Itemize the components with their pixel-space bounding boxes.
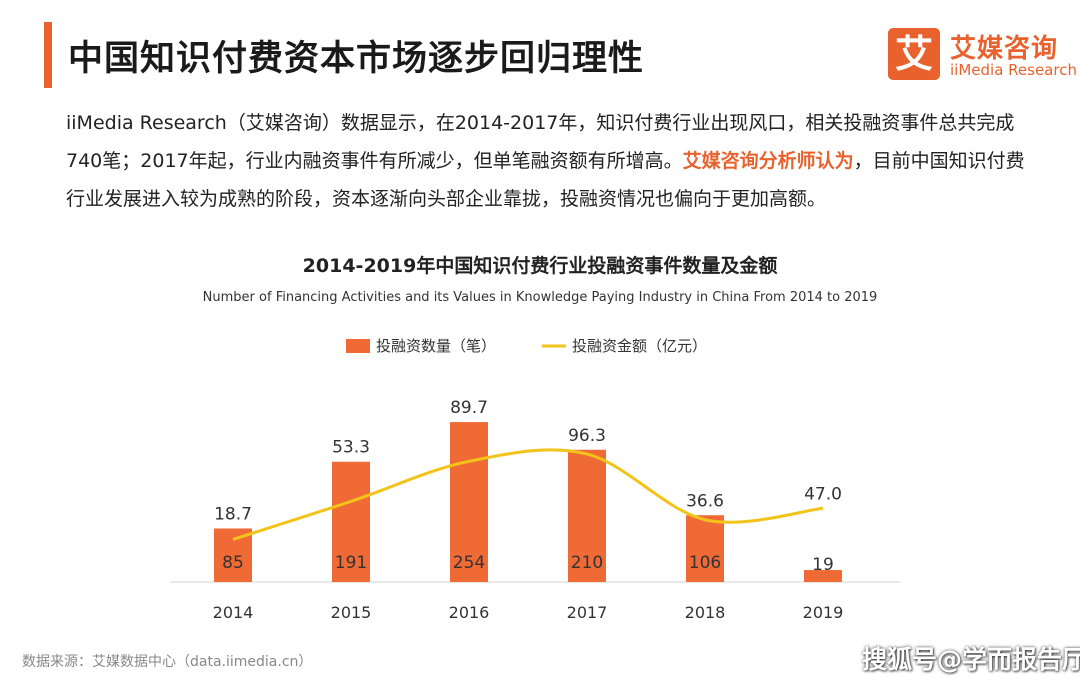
bar-value-label: 106 (689, 553, 721, 573)
bar-value-label: 85 (222, 553, 244, 573)
x-tick-label: 2014 (213, 603, 254, 622)
bar-value-label: 191 (335, 553, 367, 573)
watermark: 搜狐号@学而报告厅 (862, 645, 1080, 674)
bar (450, 422, 488, 582)
line-value-label: 96.3 (568, 426, 606, 446)
intro-paragraph: iiMedia Research（艾媒咨询）数据显示，在2014-2017年，知… (66, 104, 1026, 218)
legend-bar-label: 投融资数量（笔） (376, 337, 496, 355)
legend-line-label: 投融资金额（亿元） (572, 337, 707, 355)
paragraph-text-2: ，目前中国知识付费行业发展进入较为成熟的阶段，资本逐渐向头部企业靠拢，投融资情况… (66, 150, 1025, 210)
paragraph-text-1: iiMedia Research（艾媒咨询）数据显示，在2014-2017年，知… (66, 112, 1015, 172)
x-tick-label: 2017 (567, 603, 608, 622)
x-tick-label: 2018 (685, 603, 726, 622)
page-title: 中国知识付费资本市场逐步回归理性 (68, 39, 645, 79)
line-value-label: 36.6 (686, 491, 724, 511)
logo-english-name: iiMedia Research (950, 61, 1077, 79)
bar (568, 449, 606, 582)
data-source: 数据来源：艾媒数据中心（data.iimedia.cn） (22, 654, 313, 670)
x-tick-label: 2019 (803, 603, 844, 622)
chart-subtitle: Number of Financing Activities and its V… (203, 290, 878, 305)
x-tick-label: 2016 (449, 603, 490, 622)
line-value-label: 47.0 (804, 484, 842, 504)
line-value-label: 18.7 (214, 504, 252, 524)
iimedia-logo: 艾 艾媒咨询 iiMedia Research (888, 28, 1077, 82)
bar-value-label: 254 (453, 553, 485, 573)
logo-mark: 艾 (888, 28, 940, 80)
bar (804, 570, 842, 582)
bar (332, 461, 370, 582)
line-value-label: 89.7 (450, 398, 488, 418)
bar-value-label: 19 (812, 555, 834, 575)
analyst-highlight: 艾媒咨询分析师认为 (682, 150, 854, 172)
logo-chinese-name: 艾媒咨询 (950, 34, 1059, 64)
legend-bar-swatch (346, 339, 370, 353)
line-value-label: 53.3 (332, 438, 370, 458)
x-tick-label: 2015 (331, 603, 372, 622)
bar-value-label: 210 (571, 553, 603, 573)
bar (214, 528, 252, 582)
amount-line (232, 448, 824, 541)
chart-title: 2014-2019年中国知识付费行业投融资事件数量及金额 (303, 254, 778, 277)
title-accent-bar (44, 22, 52, 88)
bar (686, 515, 724, 582)
